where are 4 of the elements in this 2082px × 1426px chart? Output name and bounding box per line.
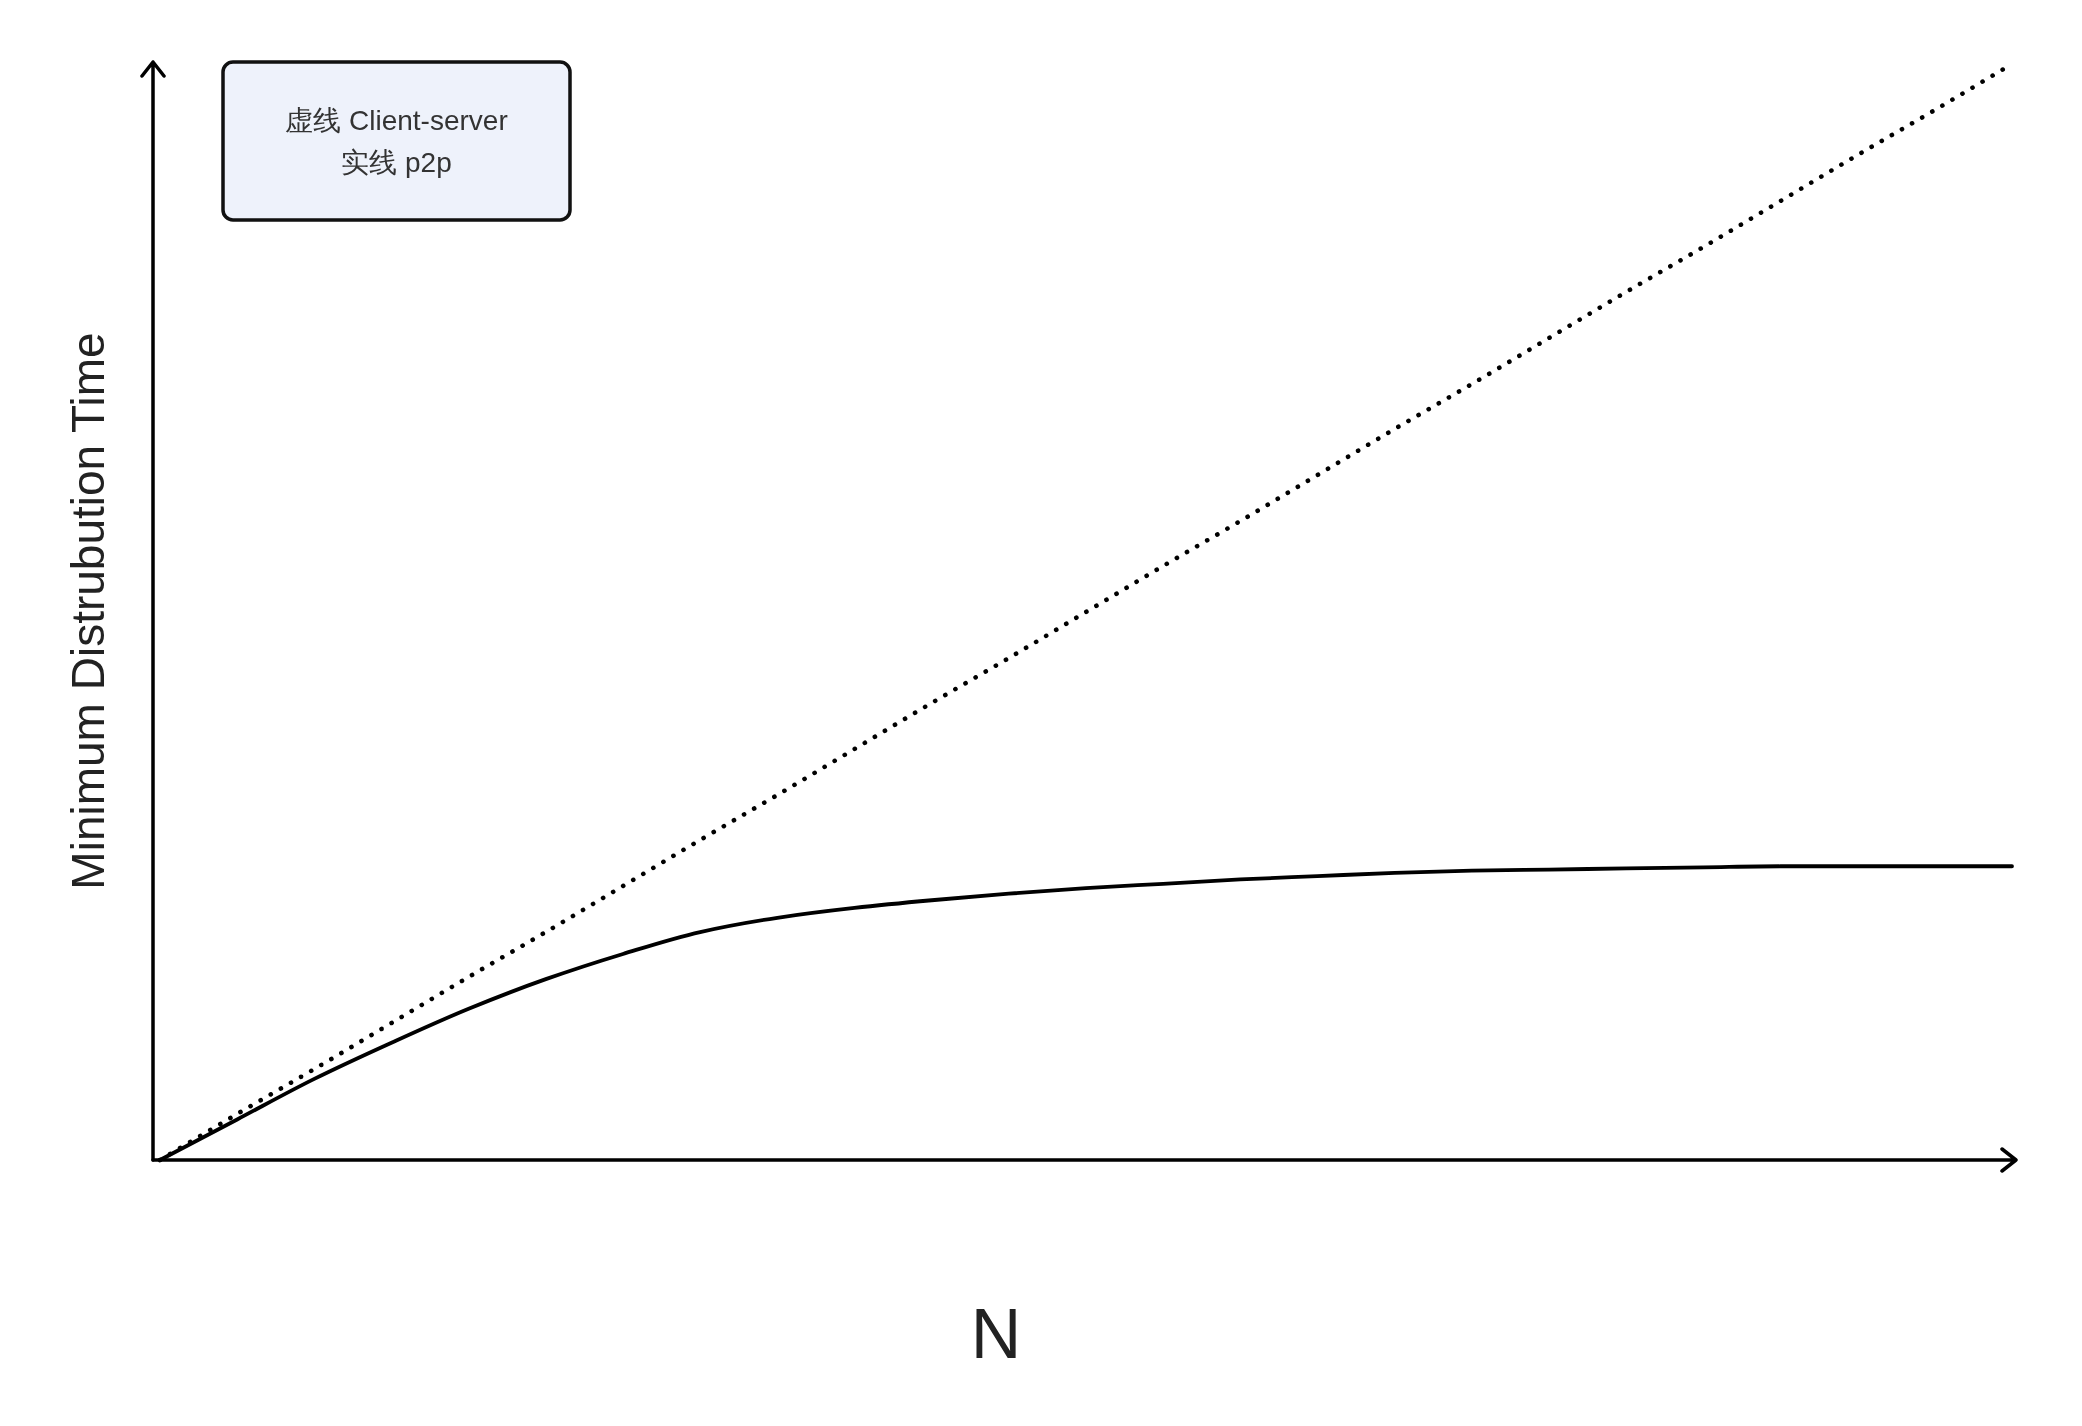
annotation: 实线 p2p	[341, 146, 452, 178]
y-axis-title: Minimum Distrubution Time	[62, 332, 114, 890]
x-axis-title: N	[970, 1295, 1022, 1373]
annotation: 虚线 Client-server	[285, 104, 508, 136]
